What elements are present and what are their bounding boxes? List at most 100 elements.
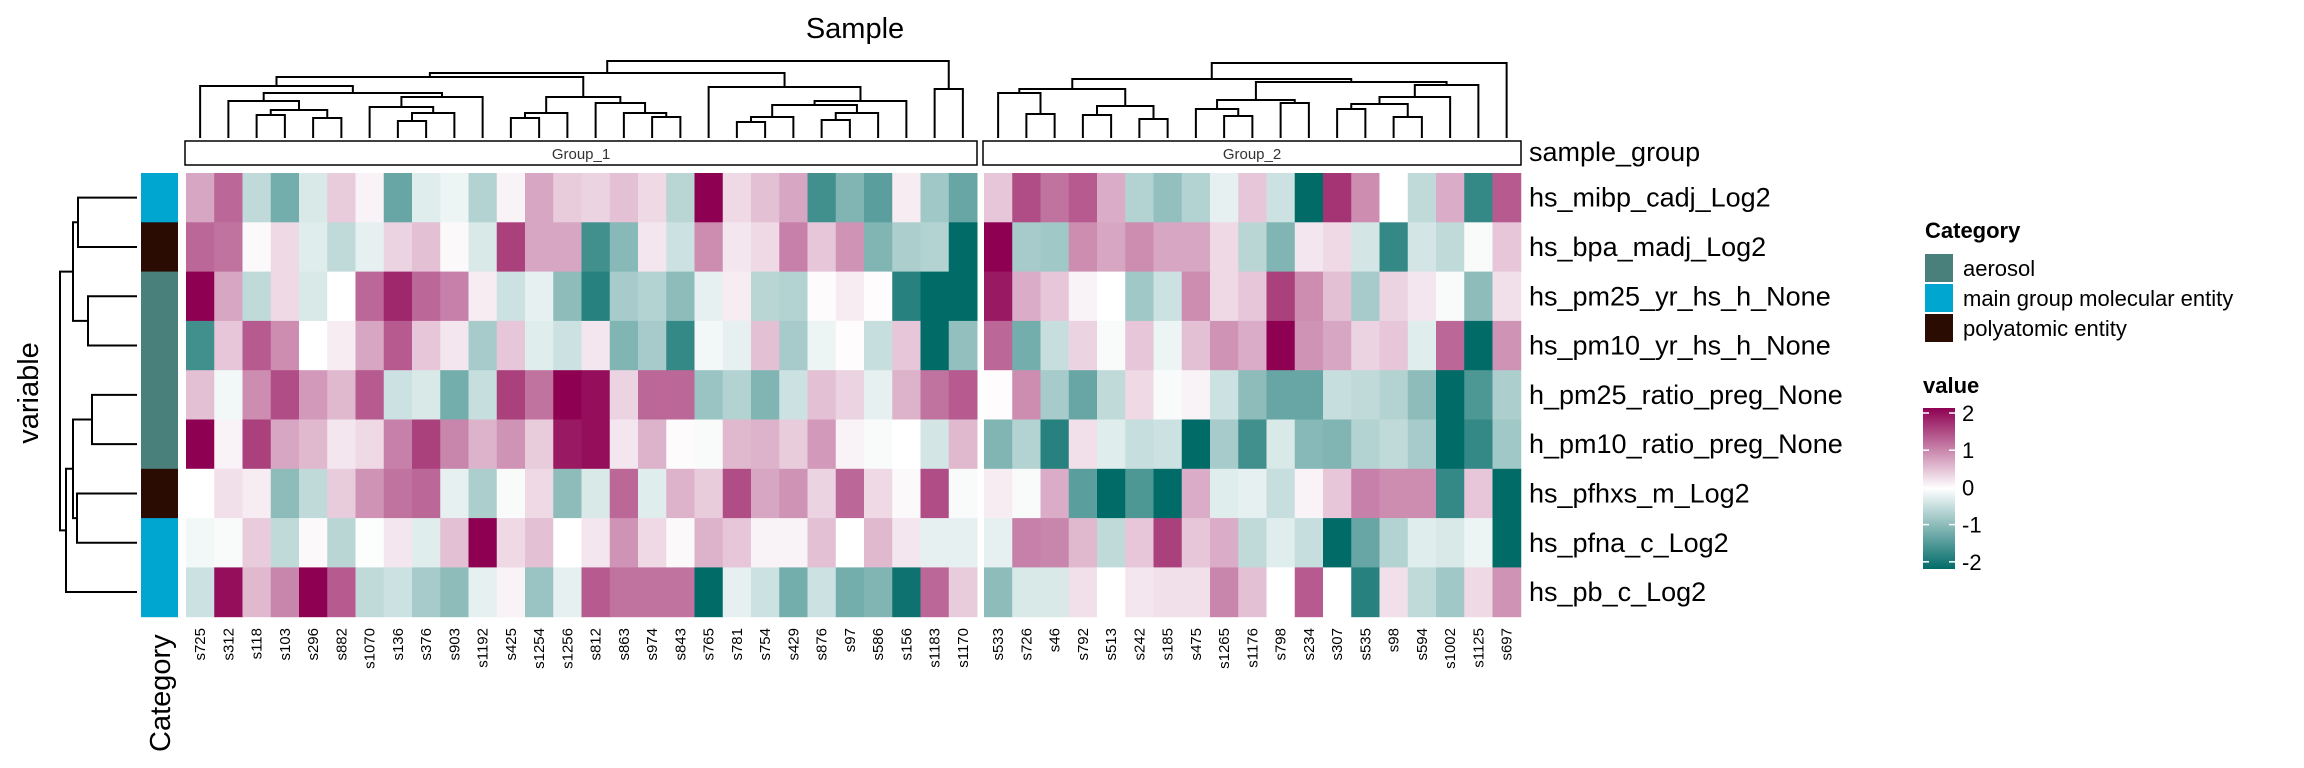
legend-label: polyatomic entity bbox=[1963, 316, 2127, 341]
heatmap-cell bbox=[525, 320, 554, 371]
heatmap-cell bbox=[327, 370, 356, 420]
dendrogram-branch bbox=[997, 92, 1042, 138]
heatmap-cell bbox=[1323, 518, 1352, 568]
column-label: s798 bbox=[1273, 628, 1290, 661]
heatmap-cell bbox=[920, 320, 950, 371]
dendrogram-branch bbox=[1018, 88, 1127, 106]
legend-swatch bbox=[1925, 284, 1953, 312]
heatmap-cell bbox=[722, 370, 752, 420]
heatmap-cell bbox=[214, 518, 243, 568]
heatmap-cell bbox=[751, 567, 780, 618]
heatmap-cell bbox=[412, 468, 441, 519]
heatmap-cell bbox=[327, 222, 356, 273]
heatmap-cell bbox=[948, 419, 978, 470]
heatmap-cell bbox=[609, 222, 639, 273]
column-label: s234 bbox=[1301, 628, 1318, 661]
column-label: s903 bbox=[446, 628, 463, 661]
heatmap-cell bbox=[722, 222, 752, 273]
heatmap-cell bbox=[864, 271, 893, 322]
heatmap-cell bbox=[299, 518, 328, 568]
heatmap-cell bbox=[1238, 222, 1267, 273]
heatmap-cell bbox=[1323, 468, 1352, 519]
heatmap-cell bbox=[1238, 468, 1267, 519]
heatmap-cell bbox=[186, 567, 215, 618]
heatmap-cell bbox=[468, 567, 498, 618]
dendrogram-branch bbox=[1413, 84, 1480, 138]
legend: Category aerosol main group molecular ent… bbox=[1923, 218, 2233, 575]
heatmap-cell bbox=[553, 468, 582, 519]
color-bar-tick-label: 2 bbox=[1962, 401, 1974, 426]
heatmap-cell bbox=[835, 271, 865, 322]
heatmap-cell bbox=[1266, 222, 1296, 273]
heatmap-cell bbox=[920, 222, 950, 273]
heatmap-cell bbox=[638, 370, 667, 420]
heatmap-cell bbox=[984, 271, 1013, 322]
heatmap-cell bbox=[270, 518, 300, 568]
heatmap-cell bbox=[1012, 370, 1041, 420]
heatmap-cell bbox=[242, 419, 272, 470]
heatmap-cell bbox=[1210, 173, 1239, 223]
heatmap-cell bbox=[638, 271, 667, 322]
heatmap-cell bbox=[920, 173, 950, 223]
heatmap-cell bbox=[468, 518, 498, 568]
heatmap-cell bbox=[1068, 468, 1098, 519]
heatmap-cell bbox=[779, 173, 808, 223]
heatmap-cell bbox=[1407, 222, 1437, 273]
column-label: s781 bbox=[729, 628, 746, 661]
heatmap-cell bbox=[270, 320, 300, 371]
column-label: s425 bbox=[503, 628, 520, 661]
heatmap-cell bbox=[1181, 518, 1211, 568]
heatmap-cell bbox=[270, 222, 300, 273]
heatmap-cell bbox=[1436, 567, 1465, 618]
heatmap-cell bbox=[807, 320, 837, 371]
heatmap-cell bbox=[496, 320, 526, 371]
heatmap-cell bbox=[553, 370, 582, 420]
heatmap-cell bbox=[1266, 468, 1296, 519]
heatmap-cell bbox=[1181, 468, 1211, 519]
heatmap-cell bbox=[1379, 370, 1409, 420]
heatmap-cell bbox=[327, 320, 356, 371]
heatmap-cell bbox=[1097, 468, 1126, 519]
heatmap-cell bbox=[1210, 567, 1239, 618]
heatmap-cell bbox=[722, 419, 752, 470]
column-label: s136 bbox=[390, 628, 407, 661]
column-dendrogram bbox=[199, 60, 1508, 138]
heatmap-cell bbox=[1351, 419, 1380, 470]
heatmap-cell bbox=[327, 173, 356, 223]
heatmap-cell bbox=[383, 173, 413, 223]
heatmap-cell bbox=[835, 518, 865, 568]
heatmap-cell bbox=[666, 468, 695, 519]
heatmap-cell bbox=[835, 222, 865, 273]
heatmap-cell bbox=[984, 518, 1013, 568]
heatmap-cell bbox=[581, 222, 611, 273]
column-label: s312 bbox=[220, 628, 237, 661]
heatmap-cell bbox=[1379, 567, 1409, 618]
column-label: s1192 bbox=[475, 628, 492, 668]
heatmap-cell bbox=[1238, 419, 1267, 470]
heatmap-cell bbox=[1492, 567, 1522, 618]
heatmap-cell bbox=[609, 271, 639, 322]
heatmap-cell bbox=[1238, 173, 1267, 223]
heatmap-cell bbox=[1436, 320, 1465, 371]
heatmap-cell bbox=[892, 419, 921, 470]
heatmap-cell bbox=[892, 173, 921, 223]
heatmap-cell bbox=[666, 271, 695, 322]
heatmap-cell bbox=[1464, 370, 1493, 420]
heatmap-cell bbox=[1464, 222, 1493, 273]
heatmap-cell bbox=[412, 370, 441, 420]
heatmap-cell bbox=[525, 271, 554, 322]
heatmap-cell bbox=[779, 518, 808, 568]
column-label: s156 bbox=[898, 628, 915, 661]
heatmap-cell bbox=[525, 370, 554, 420]
heatmap-cells bbox=[186, 173, 1522, 618]
heatmap-cell bbox=[299, 222, 328, 273]
heatmap-cell bbox=[327, 271, 356, 322]
heatmap-cell bbox=[327, 468, 356, 519]
dendrogram-branch bbox=[933, 88, 964, 138]
heatmap-cell bbox=[1210, 222, 1239, 273]
heatmap-cell bbox=[779, 567, 808, 618]
heatmap-cell bbox=[1040, 468, 1070, 519]
heatmap-cell bbox=[1294, 370, 1324, 420]
heatmap-cell bbox=[609, 468, 639, 519]
heatmap-cell bbox=[1012, 468, 1041, 519]
